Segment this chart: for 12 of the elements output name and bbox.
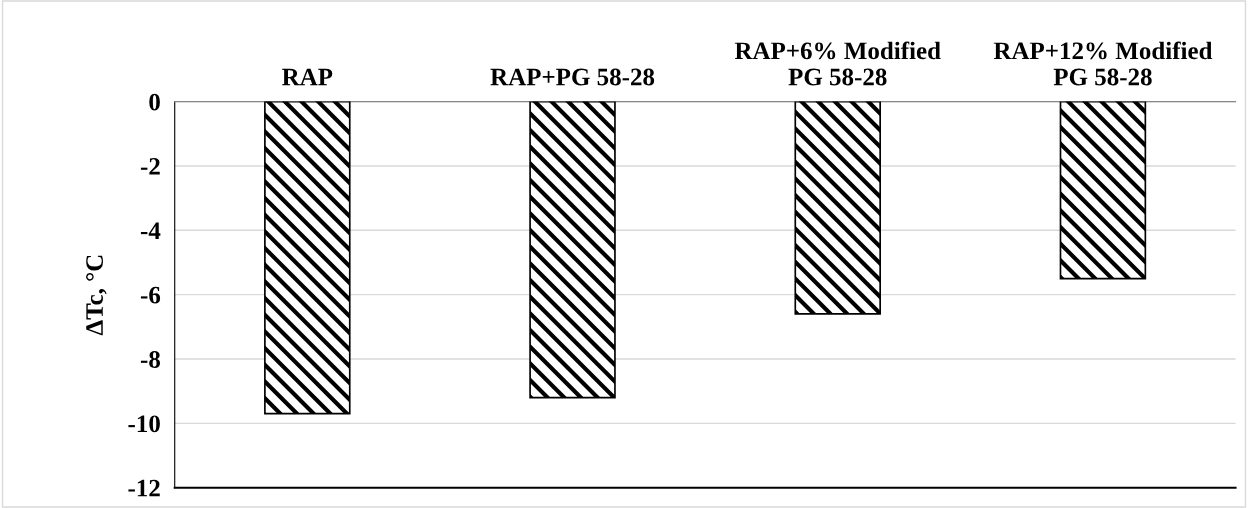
- x-tick-label: RAP+PG 58-28: [490, 68, 655, 86]
- y-tick-label: -4: [140, 222, 161, 239]
- y-tick-label: -8: [140, 351, 160, 368]
- x-tick-label: RAP+12% Modified PG 58-28: [993, 41, 1213, 86]
- y-tick-label: -12: [128, 479, 160, 497]
- y-tick-label: 0: [149, 93, 160, 111]
- x-tick-label: RAP: [282, 68, 333, 86]
- x-tick-label: RAP+6% Modified PG 58-28: [734, 41, 941, 86]
- y-tick-label: -10: [128, 415, 160, 433]
- y-axis-title: ΔTc, °C: [86, 255, 107, 336]
- y-tick-label: -2: [140, 158, 160, 175]
- y-tick-label: -6: [140, 286, 161, 304]
